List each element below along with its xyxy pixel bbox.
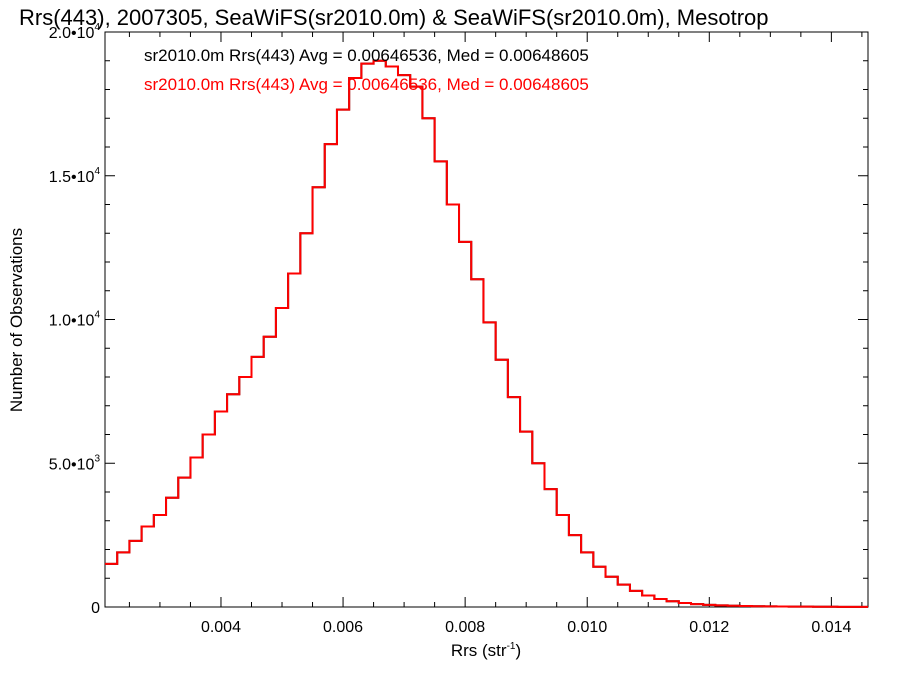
y-tick-label: 5.0•103 <box>49 453 101 473</box>
histogram-series-black <box>105 59 868 608</box>
x-tick-label: 0.012 <box>689 619 729 636</box>
plot-frame <box>104 31 869 608</box>
y-tick-label-mantissa: 2.0•10 <box>49 25 95 42</box>
x-tick-label: 0.008 <box>445 619 485 636</box>
y-tick-label: 0 <box>91 600 100 617</box>
y-axis-label: Number of Observations <box>7 228 26 412</box>
x-tick-label: 0.010 <box>567 619 607 636</box>
y-tick-label-mantissa: 1.0•10 <box>49 313 95 330</box>
x-tick-label: 0.014 <box>811 619 851 636</box>
y-tick-label-exponent: 4 <box>94 166 100 177</box>
x-axis-label-close: ) <box>515 641 521 660</box>
x-axis-label: Rrs (str-1) <box>451 641 521 660</box>
histogram-series-red <box>105 59 868 608</box>
y-tick-label-exponent: 3 <box>94 453 100 464</box>
x-tick-label: 0.004 <box>201 619 241 636</box>
chart-title: Rrs(443), 2007305, SeaWiFS(sr2010.0m) & … <box>19 5 769 30</box>
stats-annotation: sr2010.0m Rrs(443) Avg = 0.00646536, Med… <box>144 75 589 94</box>
y-tick-label: 1.5•104 <box>49 166 101 186</box>
y-tick-label: 2.0•104 <box>49 22 101 42</box>
plot-area: 0.004 0.006 0.008 0.010 0.012 0.014 0 5.0•103 1.… <box>49 22 869 636</box>
y-tick-label-exponent: 4 <box>94 22 100 33</box>
stats-annotation: sr2010.0m Rrs(443) Avg = 0.00646536, Med… <box>144 46 589 65</box>
y-tick-label-mantissa: 0 <box>91 600 100 617</box>
y-tick-label-mantissa: 5.0•10 <box>49 456 95 473</box>
x-axis-label-text: Rrs (str <box>451 641 507 660</box>
y-tick-label: 1.0•104 <box>49 310 101 330</box>
x-axis-label-superscript: -1 <box>507 641 516 652</box>
y-tick-label-exponent: 4 <box>94 310 100 321</box>
y-tick-label-mantissa: 1.5•10 <box>49 169 95 186</box>
x-tick-label: 0.006 <box>323 619 363 636</box>
